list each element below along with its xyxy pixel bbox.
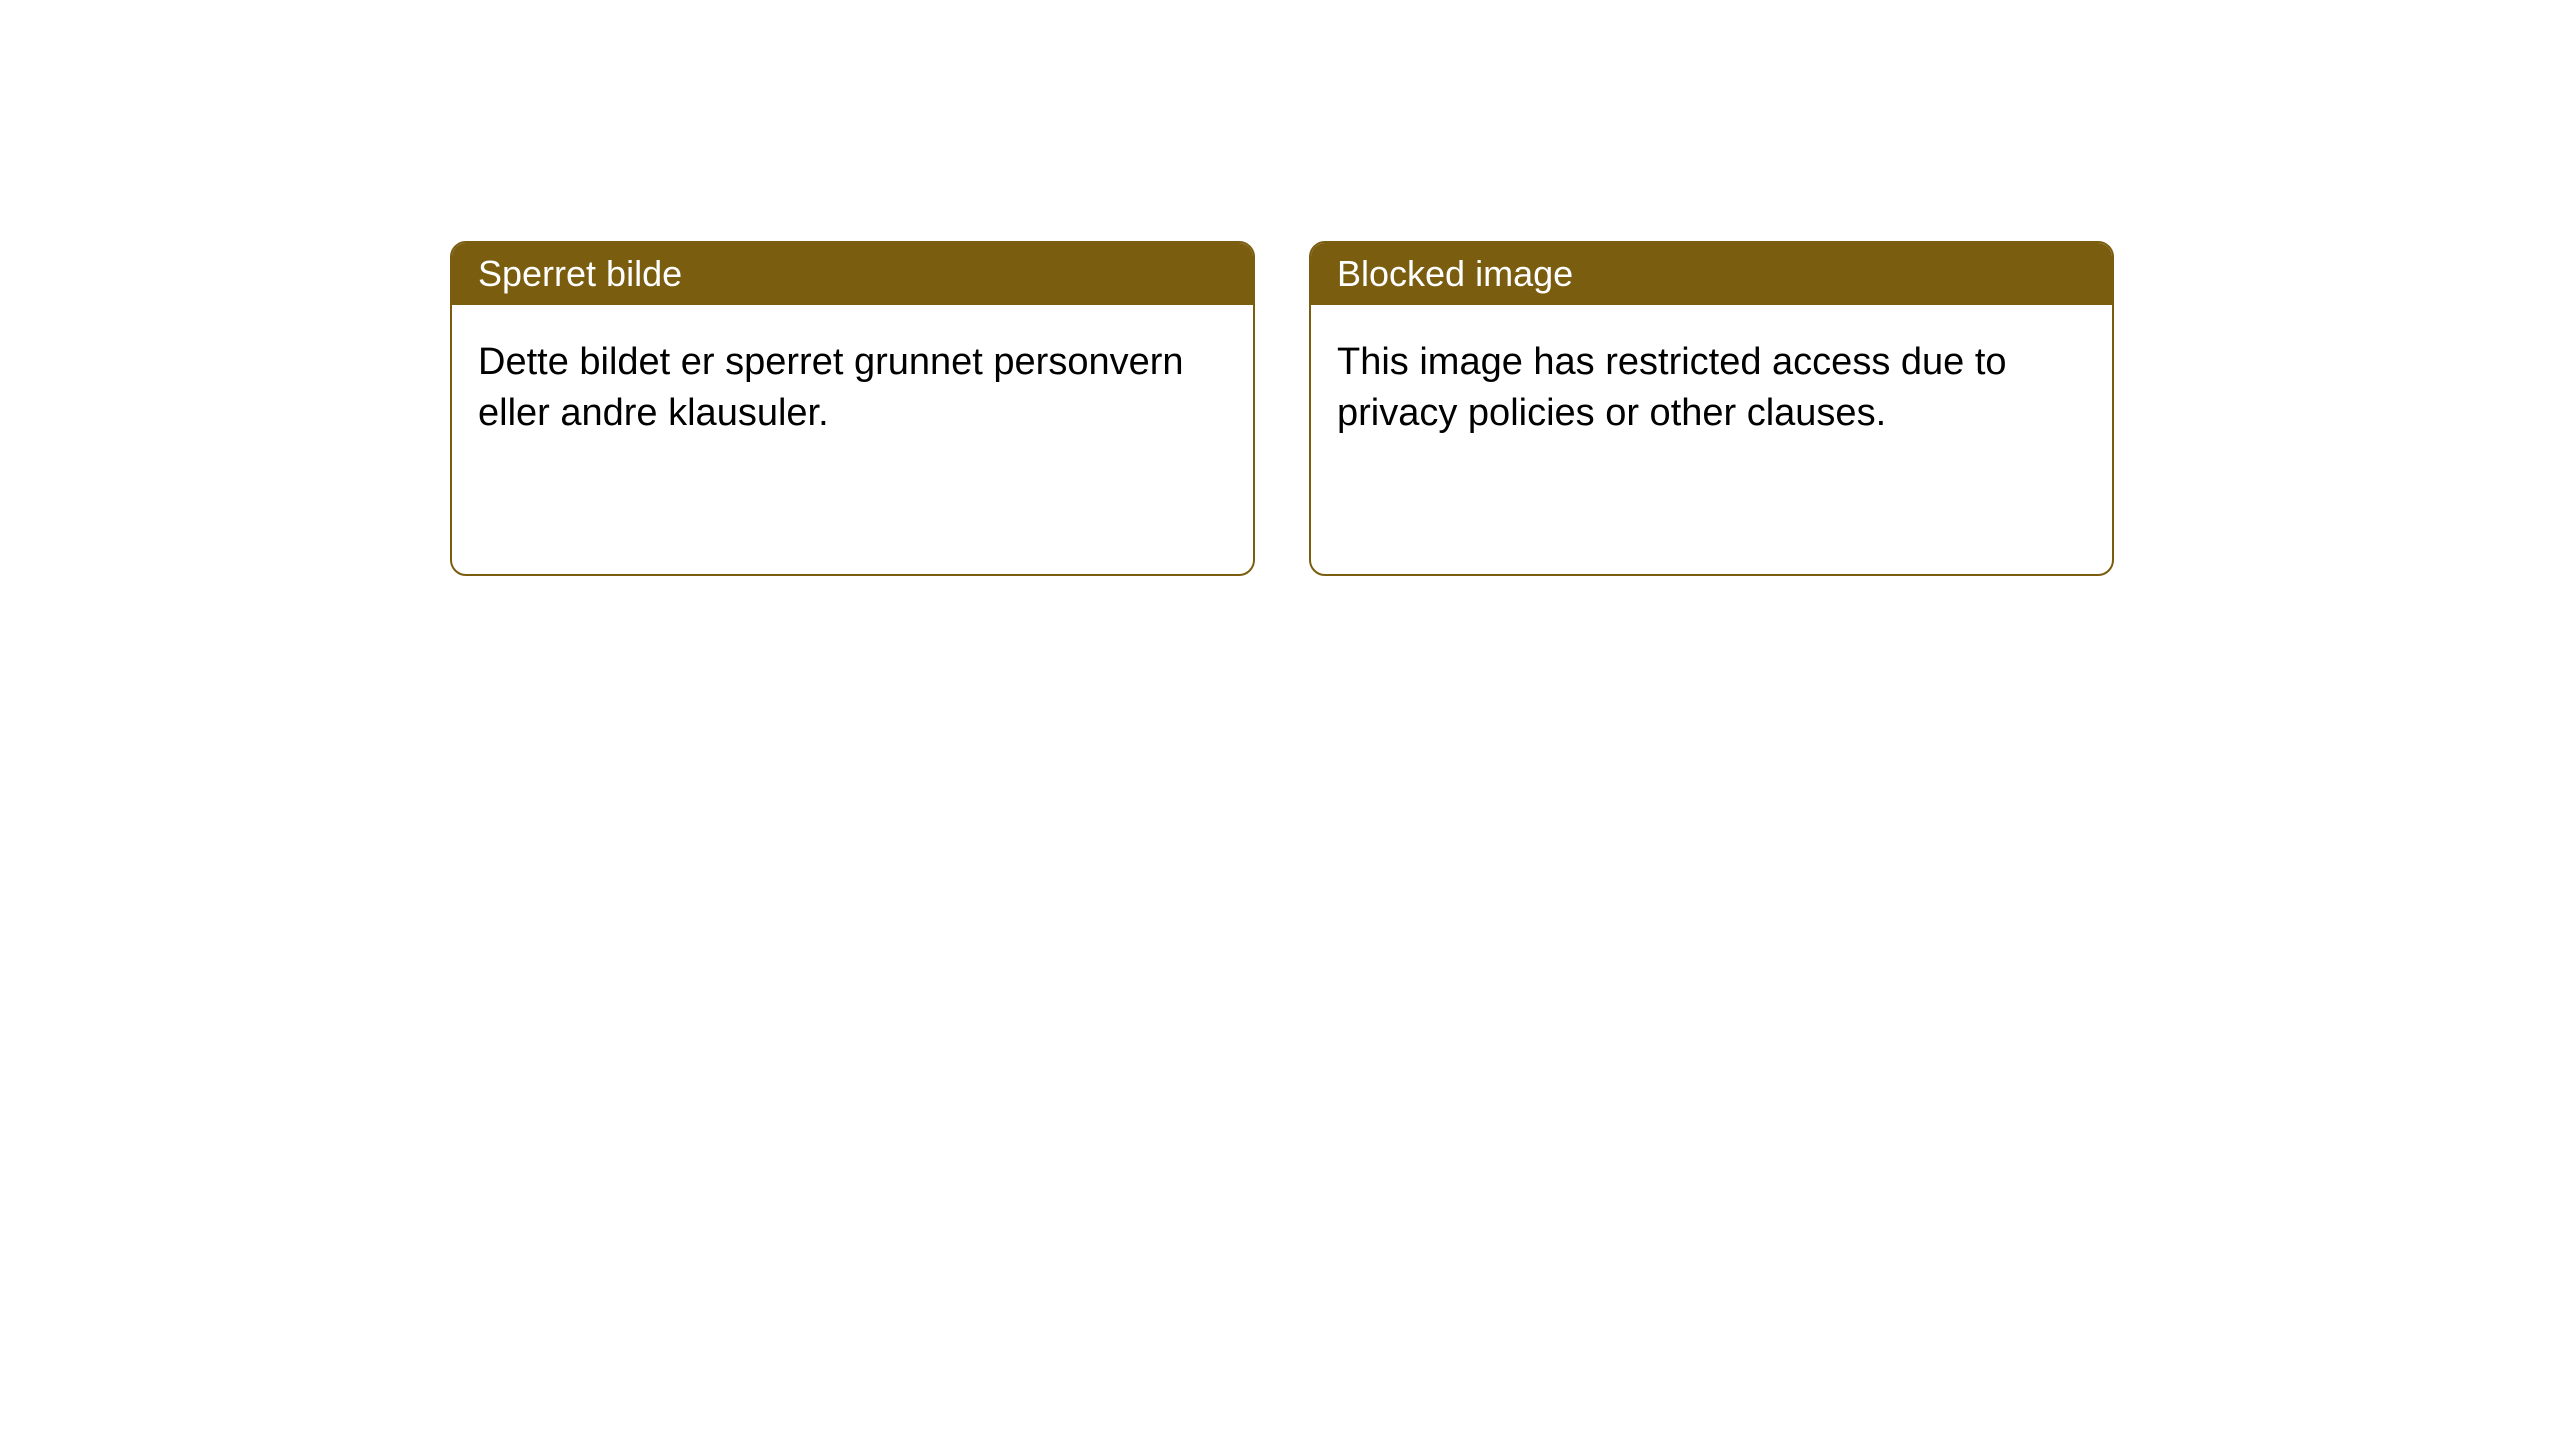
notice-cards-container: Sperret bilde Dette bildet er sperret gr… bbox=[450, 241, 2114, 576]
notice-card-norwegian: Sperret bilde Dette bildet er sperret gr… bbox=[450, 241, 1255, 576]
card-text: Dette bildet er sperret grunnet personve… bbox=[478, 341, 1184, 434]
notice-card-english: Blocked image This image has restricted … bbox=[1309, 241, 2114, 576]
card-header: Blocked image bbox=[1311, 243, 2112, 305]
card-title: Sperret bilde bbox=[478, 253, 682, 294]
card-title: Blocked image bbox=[1337, 253, 1573, 294]
card-header: Sperret bilde bbox=[452, 243, 1253, 305]
card-body: Dette bildet er sperret grunnet personve… bbox=[452, 305, 1253, 472]
card-body: This image has restricted access due to … bbox=[1311, 305, 2112, 472]
card-text: This image has restricted access due to … bbox=[1337, 341, 2007, 434]
